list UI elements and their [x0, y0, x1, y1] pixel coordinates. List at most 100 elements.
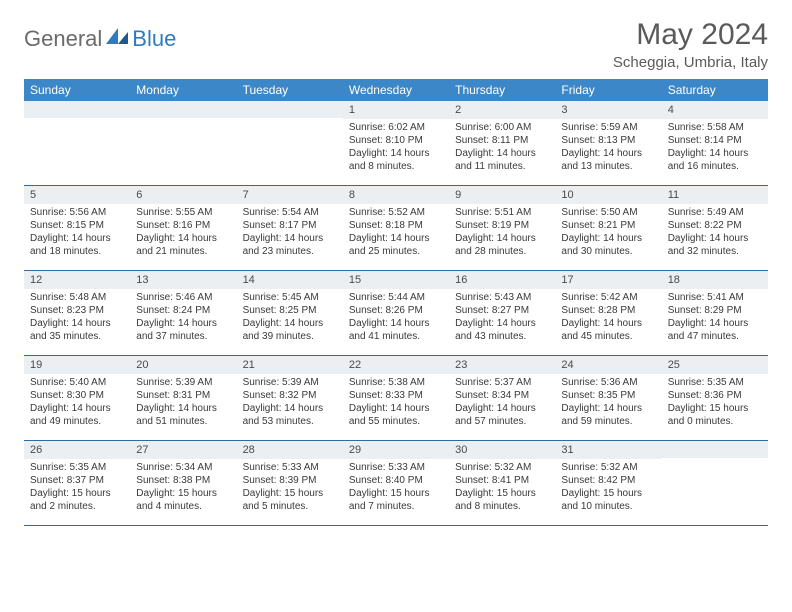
daylight-text: Daylight: 14 hours [30, 317, 124, 330]
daylight-text-2: and 51 minutes. [136, 415, 230, 428]
sunrise-text: Sunrise: 5:44 AM [349, 291, 443, 304]
daylight-text-2: and 41 minutes. [349, 330, 443, 343]
sunset-text: Sunset: 8:27 PM [455, 304, 549, 317]
daylight-text: Daylight: 15 hours [455, 487, 549, 500]
sunrise-text: Sunrise: 5:33 AM [349, 461, 443, 474]
daylight-text: Daylight: 14 hours [668, 232, 762, 245]
day-cell: 4Sunrise: 5:58 AMSunset: 8:14 PMDaylight… [662, 101, 768, 185]
sunrise-text: Sunrise: 5:32 AM [561, 461, 655, 474]
day-cell: 3Sunrise: 5:59 AMSunset: 8:13 PMDaylight… [555, 101, 661, 185]
daylight-text: Daylight: 15 hours [668, 402, 762, 415]
day-number: 8 [343, 186, 449, 204]
daylight-text: Daylight: 15 hours [136, 487, 230, 500]
day-number: 7 [237, 186, 343, 204]
daylight-text: Daylight: 14 hours [455, 232, 549, 245]
sunset-text: Sunset: 8:23 PM [30, 304, 124, 317]
daylight-text-2: and 37 minutes. [136, 330, 230, 343]
day-body: Sunrise: 5:39 AMSunset: 8:32 PMDaylight:… [237, 374, 343, 432]
sunrise-text: Sunrise: 5:35 AM [668, 376, 762, 389]
sunset-text: Sunset: 8:29 PM [668, 304, 762, 317]
daylight-text: Daylight: 14 hours [136, 232, 230, 245]
sunrise-text: Sunrise: 5:46 AM [136, 291, 230, 304]
day-cell: 28Sunrise: 5:33 AMSunset: 8:39 PMDayligh… [237, 441, 343, 525]
day-body: Sunrise: 5:35 AMSunset: 8:36 PMDaylight:… [662, 374, 768, 432]
location-subtitle: Scheggia, Umbria, Italy [613, 54, 768, 71]
day-number: 18 [662, 271, 768, 289]
weekday-header: Sunday [24, 79, 130, 101]
sunset-text: Sunset: 8:41 PM [455, 474, 549, 487]
sunrise-text: Sunrise: 5:40 AM [30, 376, 124, 389]
day-cell: 18Sunrise: 5:41 AMSunset: 8:29 PMDayligh… [662, 271, 768, 355]
day-number: 15 [343, 271, 449, 289]
weekday-header: Friday [555, 79, 661, 101]
day-body: Sunrise: 5:42 AMSunset: 8:28 PMDaylight:… [555, 289, 661, 347]
weekday-header-row: SundayMondayTuesdayWednesdayThursdayFrid… [24, 79, 768, 101]
sunset-text: Sunset: 8:25 PM [243, 304, 337, 317]
day-number: 6 [130, 186, 236, 204]
day-body: Sunrise: 5:58 AMSunset: 8:14 PMDaylight:… [662, 119, 768, 177]
sunset-text: Sunset: 8:16 PM [136, 219, 230, 232]
week-row: 12Sunrise: 5:48 AMSunset: 8:23 PMDayligh… [24, 271, 768, 356]
sunset-text: Sunset: 8:31 PM [136, 389, 230, 402]
daylight-text-2: and 11 minutes. [455, 160, 549, 173]
day-number: 28 [237, 441, 343, 459]
day-body: Sunrise: 5:37 AMSunset: 8:34 PMDaylight:… [449, 374, 555, 432]
week-row: 19Sunrise: 5:40 AMSunset: 8:30 PMDayligh… [24, 356, 768, 441]
day-number: 5 [24, 186, 130, 204]
sunset-text: Sunset: 8:36 PM [668, 389, 762, 402]
sunset-text: Sunset: 8:19 PM [455, 219, 549, 232]
daylight-text: Daylight: 15 hours [30, 487, 124, 500]
day-number: 19 [24, 356, 130, 374]
day-body: Sunrise: 5:40 AMSunset: 8:30 PMDaylight:… [24, 374, 130, 432]
daylight-text: Daylight: 15 hours [349, 487, 443, 500]
sunset-text: Sunset: 8:24 PM [136, 304, 230, 317]
day-body: Sunrise: 5:46 AMSunset: 8:24 PMDaylight:… [130, 289, 236, 347]
sunset-text: Sunset: 8:38 PM [136, 474, 230, 487]
logo-text-blue: Blue [132, 26, 176, 52]
day-cell [237, 101, 343, 185]
daylight-text-2: and 39 minutes. [243, 330, 337, 343]
daylight-text-2: and 4 minutes. [136, 500, 230, 513]
day-number [237, 101, 343, 118]
day-cell: 19Sunrise: 5:40 AMSunset: 8:30 PMDayligh… [24, 356, 130, 440]
sunrise-text: Sunrise: 5:36 AM [561, 376, 655, 389]
sunset-text: Sunset: 8:13 PM [561, 134, 655, 147]
daylight-text: Daylight: 14 hours [349, 147, 443, 160]
calendar-page: General Blue May 2024 Scheggia, Umbria, … [0, 0, 792, 544]
sunrise-text: Sunrise: 5:39 AM [243, 376, 337, 389]
day-number: 16 [449, 271, 555, 289]
daylight-text-2: and 8 minutes. [455, 500, 549, 513]
sunset-text: Sunset: 8:33 PM [349, 389, 443, 402]
daylight-text: Daylight: 14 hours [455, 402, 549, 415]
day-cell: 14Sunrise: 5:45 AMSunset: 8:25 PMDayligh… [237, 271, 343, 355]
day-cell: 30Sunrise: 5:32 AMSunset: 8:41 PMDayligh… [449, 441, 555, 525]
day-number: 31 [555, 441, 661, 459]
sunrise-text: Sunrise: 5:52 AM [349, 206, 443, 219]
day-cell: 13Sunrise: 5:46 AMSunset: 8:24 PMDayligh… [130, 271, 236, 355]
daylight-text-2: and 21 minutes. [136, 245, 230, 258]
day-cell: 29Sunrise: 5:33 AMSunset: 8:40 PMDayligh… [343, 441, 449, 525]
day-cell: 15Sunrise: 5:44 AMSunset: 8:26 PMDayligh… [343, 271, 449, 355]
daylight-text-2: and 35 minutes. [30, 330, 124, 343]
day-number: 21 [237, 356, 343, 374]
day-body: Sunrise: 6:00 AMSunset: 8:11 PMDaylight:… [449, 119, 555, 177]
sunset-text: Sunset: 8:14 PM [668, 134, 762, 147]
daylight-text: Daylight: 14 hours [243, 317, 337, 330]
sunset-text: Sunset: 8:30 PM [30, 389, 124, 402]
daylight-text-2: and 59 minutes. [561, 415, 655, 428]
day-body: Sunrise: 5:35 AMSunset: 8:37 PMDaylight:… [24, 459, 130, 517]
day-body: Sunrise: 5:56 AMSunset: 8:15 PMDaylight:… [24, 204, 130, 262]
day-body: Sunrise: 5:50 AMSunset: 8:21 PMDaylight:… [555, 204, 661, 262]
daylight-text: Daylight: 14 hours [243, 232, 337, 245]
day-number: 27 [130, 441, 236, 459]
sunrise-text: Sunrise: 5:41 AM [668, 291, 762, 304]
sunrise-text: Sunrise: 6:00 AM [455, 121, 549, 134]
day-body: Sunrise: 5:33 AMSunset: 8:40 PMDaylight:… [343, 459, 449, 517]
daylight-text: Daylight: 14 hours [561, 232, 655, 245]
sunrise-text: Sunrise: 5:38 AM [349, 376, 443, 389]
daylight-text-2: and 49 minutes. [30, 415, 124, 428]
day-number: 24 [555, 356, 661, 374]
daylight-text-2: and 13 minutes. [561, 160, 655, 173]
sunset-text: Sunset: 8:10 PM [349, 134, 443, 147]
calendar-grid: SundayMondayTuesdayWednesdayThursdayFrid… [24, 79, 768, 526]
